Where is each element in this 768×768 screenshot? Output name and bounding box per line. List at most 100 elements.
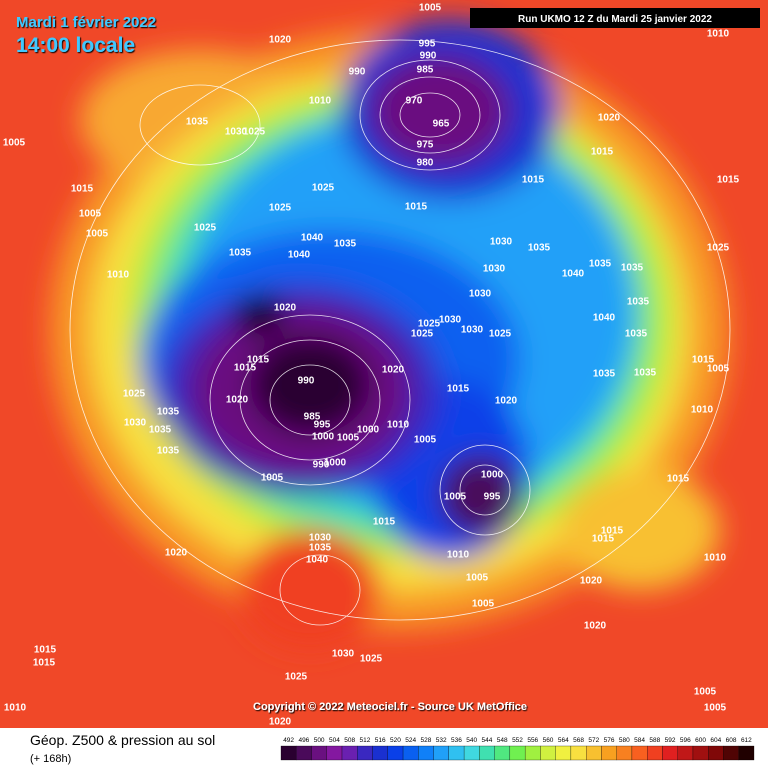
isobar-label: 995	[314, 420, 331, 431]
isobar-label: 1015	[234, 363, 257, 374]
isobar-label: 1020	[269, 35, 292, 46]
colorbar-swatch	[341, 745, 358, 761]
time: 14:00 locale	[16, 34, 135, 57]
isobar-label: 1035	[593, 369, 616, 380]
isobar-label: 1030	[124, 418, 147, 429]
isobar-label: 1025	[269, 203, 292, 214]
isobar-label: 1015	[247, 355, 270, 366]
colorbar-swatch	[524, 745, 541, 761]
colorbar-swatch	[708, 745, 724, 761]
colorbar-swatch	[677, 745, 694, 761]
colorbar-label: 516	[375, 737, 386, 744]
colorbar-swatch	[570, 745, 587, 761]
isobar-label: 1010	[707, 29, 730, 40]
colorbar-swatch	[616, 745, 633, 761]
colorbar-label: 600	[695, 737, 706, 744]
colorbar-label: 564	[558, 737, 569, 744]
isobar-label: 995	[484, 492, 501, 503]
isobar-label: 1015	[667, 474, 690, 485]
colorbar-label: 520	[390, 737, 401, 744]
isobar-label: 1000	[481, 470, 504, 481]
isobar-label: 990	[298, 376, 315, 387]
isobar-label: 1030	[332, 649, 355, 660]
isobar-label: 1005	[444, 492, 467, 503]
isobar-label: 1005	[466, 573, 489, 584]
isobar-label: 1040	[306, 555, 329, 566]
colorbar-label: 588	[649, 737, 660, 744]
isobar-label: 1040	[593, 313, 616, 324]
colorbar-swatch	[555, 745, 572, 761]
colorbar-label: 584	[634, 737, 645, 744]
isobar-label: 1015	[692, 355, 715, 366]
colorbar-swatch	[280, 745, 297, 761]
isobar-label: 1005	[707, 364, 730, 375]
colorbar-label: 592	[665, 737, 676, 744]
isobar-label: 1010	[691, 405, 714, 416]
colorbar-label: 492	[283, 737, 294, 744]
isobar-label: 1035	[186, 117, 209, 128]
isobar-label: 990	[420, 51, 437, 62]
isobar-label: 1025	[285, 672, 308, 683]
colorbar-swatch	[387, 745, 404, 761]
isobar-label: 1005	[472, 599, 495, 610]
isobar-label: 1035	[334, 239, 357, 250]
isobar-label: 1025	[243, 127, 266, 138]
isobar-label: 1025	[411, 329, 434, 340]
isobar-label: 1025	[194, 223, 217, 234]
colorbar-label: 572	[588, 737, 599, 744]
colorbar-swatch	[540, 745, 556, 761]
isobar-label: 1040	[562, 269, 585, 280]
isobar-label: 1015	[33, 658, 56, 669]
isobar-label: 1030	[461, 325, 484, 336]
isobar-label: 1010	[107, 270, 130, 281]
isobar-label: 1015	[592, 534, 615, 545]
isobar-label: 970	[406, 96, 423, 107]
colorbar-swatch	[494, 745, 511, 761]
isobar-label: 1020	[382, 365, 405, 376]
colorbar-label: 536	[451, 737, 462, 744]
isobar-label: 1015	[601, 526, 624, 537]
isobar-label: 975	[417, 140, 434, 151]
colorbar-swatch	[433, 745, 449, 761]
isobar-label: 1025	[418, 319, 441, 330]
isobar-label: 1020	[584, 621, 607, 632]
isobar-label: 1010	[309, 96, 332, 107]
isobar-label: 1035	[621, 263, 644, 274]
colorbar: 492 496 500 504 508 512 516 520 524 528 532 536 540 5…	[280, 737, 755, 761]
colorbar-label: 560	[543, 737, 554, 744]
colorbar-label: 524	[405, 737, 416, 744]
colorbar-swatch	[692, 745, 709, 761]
isobar-label: 1015	[522, 175, 545, 186]
colorbar-label: 504	[329, 737, 340, 744]
colorbar-label: 556	[527, 737, 538, 744]
isobar-label: 1000	[324, 458, 347, 469]
isobar-label: 1015	[34, 645, 57, 656]
legend-subtitle: (+ 168h)	[30, 753, 71, 765]
isobar-label: 1035	[229, 248, 252, 259]
colorbar-label: 612	[741, 737, 752, 744]
isobar-label: 1015	[447, 384, 470, 395]
colorbar-swatch	[647, 745, 663, 761]
isobar-label: 1030	[490, 237, 513, 248]
isobar-label: 1015	[405, 202, 428, 213]
isobar-label: 990	[313, 460, 330, 471]
colorbar-swatch	[463, 745, 480, 761]
colorbar-label: 576	[604, 737, 615, 744]
colorbar-label: 544	[482, 737, 493, 744]
isobar-label: 1030	[309, 533, 332, 544]
colorbar-swatch	[601, 745, 617, 761]
isobar-label: 1000	[357, 425, 380, 436]
isobar-label: 990	[349, 67, 366, 78]
colorbar-swatch	[326, 745, 343, 761]
isobar-label: 1005	[414, 435, 437, 446]
isobar-label: 1035	[309, 543, 332, 554]
isobar-label: 1005	[419, 3, 442, 14]
isobar-label: 1035	[157, 446, 180, 457]
colorbar-label: 508	[344, 737, 355, 744]
colorbar-swatch	[402, 745, 419, 761]
isobar-label: 1005	[704, 703, 727, 714]
isobar-label: 1025	[312, 183, 335, 194]
run-info: Run UKMO 12 Z du Mardi 25 janvier 2022	[518, 14, 712, 25]
